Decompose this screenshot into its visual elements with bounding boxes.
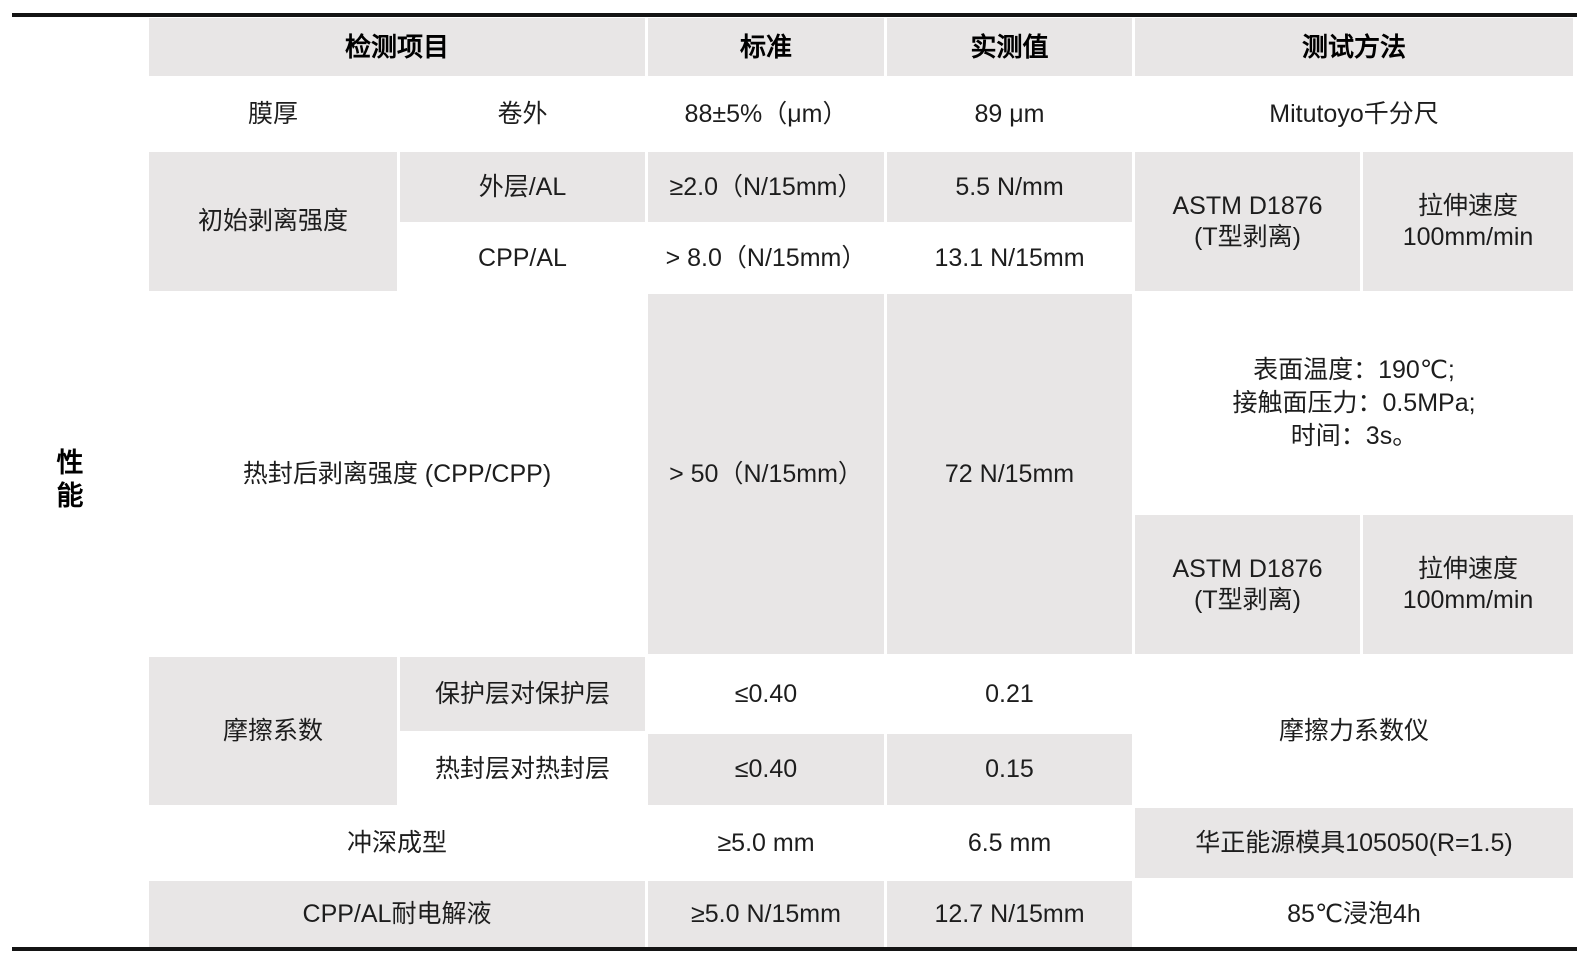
method-speed-value: 100mm/min [1402,585,1534,614]
cell-heat-seal-peel-item: 热封后剥离强度 (CPP/CPP) [149,294,645,654]
method-standard-note: (T型剥离) [1194,222,1301,251]
row-group-label-performance: 性能 [56,448,84,511]
cell-initial-peel-cpp-al-sub: CPP/AL [400,225,645,291]
cell-electrolyte-standard: ≥5.0 N/15mm [648,881,884,947]
cell-initial-peel-method-standard: ASTM D1876 (T型剥离) [1135,152,1360,291]
cell-initial-peel-outer-al-standard: ≥2.0（N/15mm） [648,152,884,222]
cell-deep-drawing-standard: ≥5.0 mm [648,808,884,878]
cell-deep-drawing-method: 华正能源模具105050(R=1.5) [1135,808,1573,878]
header-cell-item: 检测项目 [149,18,645,76]
method-speed-value: 100mm/min [1402,222,1534,251]
cell-friction-sealing-sub: 热封层对热封层 [400,734,645,805]
method-standard-name: ASTM D1876 [1172,191,1323,220]
cell-initial-peel-cpp-al-standard: > 8.0（N/15mm） [648,225,884,291]
cell-film-thickness-standard: 88±5%（μm） [648,79,884,149]
method-standard-name: ASTM D1876 [1172,554,1323,583]
cell-heat-seal-peel-measured: 72 N/15mm [887,294,1132,654]
method-speed-label: 拉伸速度 [1417,554,1518,583]
cell-initial-peel-cpp-al-measured: 13.1 N/15mm [887,225,1132,291]
performance-table: 检测项目 标准 实测值 测试方法 膜厚 卷外 88±5%（μm） 89 μm M… [149,18,1573,947]
cell-film-thickness-item: 膜厚 [149,79,397,149]
cell-heat-seal-peel-standard: > 50（N/15mm） [648,294,884,654]
cell-film-thickness-method: Mitutoyo千分尺 [1135,79,1573,149]
cell-electrolyte-method: 85℃浸泡4h [1135,881,1573,947]
condition-contact-pressure: 接触面压力：0.5MPa; [1232,388,1476,417]
cell-film-thickness-measured: 89 μm [887,79,1132,149]
cell-heat-seal-peel-method-speed: 拉伸速度 100mm/min [1363,515,1573,654]
cell-initial-peel-method-speed: 拉伸速度 100mm/min [1363,152,1573,291]
cell-friction-sealing-standard: ≤0.40 [648,734,884,805]
cell-friction-sealing-measured: 0.15 [887,734,1132,805]
cell-electrolyte-item: CPP/AL耐电解液 [149,881,645,947]
method-speed-label: 拉伸速度 [1417,191,1518,220]
cell-heat-seal-peel-method-standard: ASTM D1876 (T型剥离) [1135,515,1360,654]
cell-friction-protective-sub: 保护层对保护层 [400,657,645,731]
cell-initial-peel-outer-al-sub: 外层/AL [400,152,645,222]
header-cell-method: 测试方法 [1135,18,1573,76]
cell-friction-item: 摩擦系数 [149,657,397,805]
condition-surface-temperature: 表面温度：190℃; [1253,355,1455,384]
cell-film-thickness-sub: 卷外 [400,79,645,149]
cell-initial-peel-item: 初始剥离强度 [149,152,397,291]
method-standard-note: (T型剥离) [1194,585,1301,614]
cell-friction-protective-standard: ≤0.40 [648,657,884,731]
cell-deep-drawing-item: 冲深成型 [149,808,645,878]
table-bottom-rule [12,947,1577,951]
header-cell-standard: 标准 [648,18,884,76]
cell-deep-drawing-measured: 6.5 mm [887,808,1132,878]
cell-heat-seal-peel-conditions: 表面温度：190℃; 接触面压力：0.5MPa; 时间：3s。 [1135,294,1573,512]
cell-friction-method: 摩擦力系数仪 [1135,657,1573,805]
condition-time: 时间：3s。 [1290,421,1418,450]
cell-initial-peel-outer-al-measured: 5.5 N/mm [887,152,1132,222]
cell-electrolyte-measured: 12.7 N/15mm [887,881,1132,947]
cell-friction-protective-measured: 0.21 [887,657,1132,731]
header-cell-measured: 实测值 [887,18,1132,76]
table-top-rule [12,13,1577,17]
